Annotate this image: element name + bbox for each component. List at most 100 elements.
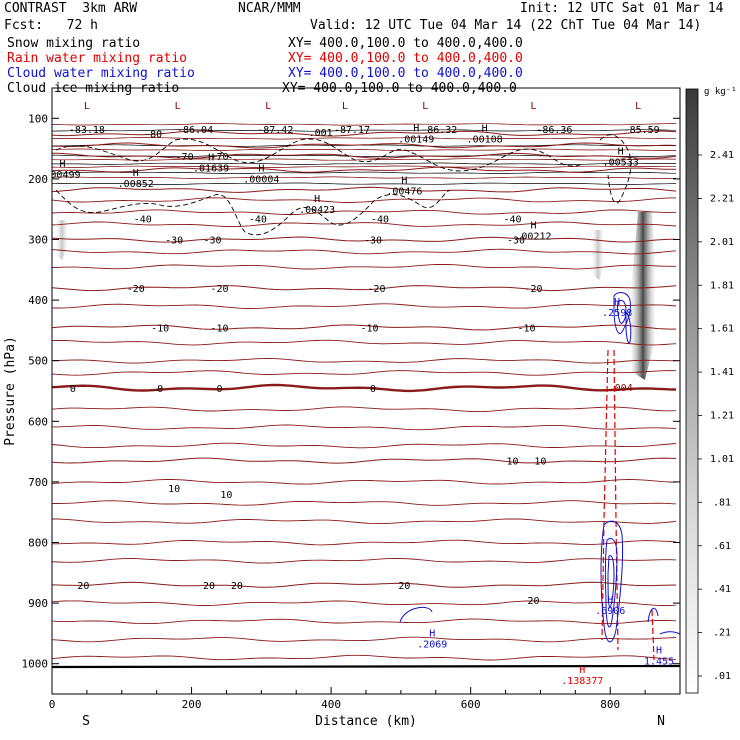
contour-label: 20	[527, 596, 539, 607]
contour-label: -87.17	[334, 125, 370, 136]
extremum-symbol: H	[401, 176, 407, 187]
stratosphere-line	[52, 162, 677, 165]
temperature-contour-line	[52, 209, 677, 215]
extremum-symbol: H	[530, 221, 536, 232]
extremum-value: .138377	[561, 676, 603, 687]
colorbar-label: 1.41	[710, 367, 734, 378]
extremum-marker: H.2598	[602, 297, 632, 319]
stratosphere-line	[52, 176, 677, 179]
rain-dashed-right	[613, 349, 619, 651]
contour-label: -86.32	[421, 125, 457, 136]
extremum-value: .00004	[243, 175, 279, 186]
x-axis: 0 200 400 600 800	[49, 687, 681, 711]
extremum-marker: H.00852	[118, 168, 154, 190]
cloud-water-contours	[399, 292, 680, 643]
extremum-marker: H1.455	[644, 645, 674, 667]
extremum-marker: L	[265, 101, 271, 112]
cloud-contour-upper-2	[617, 299, 627, 324]
colorbar	[685, 88, 699, 694]
temperature-contour--70	[52, 142, 677, 149]
y-tick-label: 900	[28, 597, 48, 610]
contour-label: -10	[151, 323, 169, 334]
extremum-symbol: H	[482, 124, 488, 135]
extremum-value: .00476	[386, 187, 422, 198]
south-label: S	[82, 714, 90, 729]
valid-text: Valid: 12 UTC Tue 04 Mar 14 (22 ChT Tue …	[310, 18, 702, 33]
temperature-contour-line	[52, 303, 677, 309]
temperature-contour-20	[52, 581, 677, 588]
extremum-value: .00499	[44, 170, 80, 181]
colorbar-label: .01	[713, 671, 731, 682]
contour-label: -80	[144, 129, 162, 140]
x-tick-label: 200	[182, 698, 202, 711]
contour-label: -40	[249, 214, 267, 225]
contour-label: -86.36	[536, 125, 572, 136]
temperature-contour-10	[52, 457, 677, 464]
temperature-contour--20	[52, 285, 677, 292]
extremum-marker: H.00108	[467, 124, 503, 146]
contour-label: -40	[371, 214, 389, 225]
rain-dashed-far-right	[651, 609, 655, 661]
stratosphere-line	[52, 165, 676, 168]
contour-label: -30	[165, 236, 183, 247]
colorbar-label: 2.01	[710, 237, 734, 248]
temperature-contour-line	[52, 221, 677, 228]
contour-label: -20	[210, 284, 228, 295]
extremum-marker: L	[635, 101, 641, 112]
extremum-symbol: H	[656, 645, 662, 656]
contour-label: 10	[507, 457, 519, 468]
legend-label-snow: Snow mixing ratio	[7, 36, 141, 51]
cloud-contour-right	[647, 607, 659, 623]
extremum-symbol: L	[175, 101, 181, 112]
extremum-marker: H.138377	[561, 665, 603, 687]
colorbar-label: .41	[713, 584, 731, 595]
extremum-symbol: L	[530, 101, 536, 112]
extremum-value: .00533	[603, 158, 639, 169]
y-tick-label: 800	[28, 537, 48, 550]
stratosphere-line	[52, 182, 677, 185]
y-tick-label: 300	[28, 234, 48, 247]
colorbar-label: 1.01	[710, 454, 734, 465]
extremum-value: .00149	[398, 135, 434, 146]
cloud-contour-lower-3	[607, 555, 615, 609]
contour-label: -30	[203, 236, 221, 247]
contour-label: -40	[504, 214, 522, 225]
extremum-symbol: H	[59, 159, 65, 170]
y-tick-label: 700	[28, 476, 48, 489]
temperature-contour-line	[52, 557, 677, 564]
contour-label: -20	[524, 284, 542, 295]
temperature-contour--60	[52, 152, 677, 159]
extremum-symbol: H	[133, 168, 139, 179]
extremum-symbol: H	[607, 595, 613, 606]
temperature-contour--80	[52, 130, 677, 137]
extremum-symbol: H	[429, 628, 435, 639]
contour-label: -10	[360, 323, 378, 334]
colorbar-label: .81	[713, 497, 731, 508]
extremum-marker: H.00149	[398, 124, 434, 146]
colorbar-label: .61	[713, 541, 731, 552]
north-label: N	[657, 714, 665, 729]
extremum-marker: L	[84, 101, 90, 112]
rain-dashed-left	[601, 349, 609, 641]
legend-xy-snow: XY= 400.0,100.0 to 400.0,400.0	[288, 36, 523, 51]
colorbar-label: .21	[713, 628, 731, 639]
colorbar-label: 2.21	[710, 193, 734, 204]
legend-label-rain: Rain water mixing ratio	[7, 51, 188, 66]
temperature-contour--10	[52, 324, 676, 331]
extremum-symbol: H	[413, 124, 419, 135]
extremum-value: .2598	[602, 308, 632, 319]
contour-label: -30	[507, 236, 525, 247]
extremum-value: .01639	[193, 164, 229, 175]
extremum-value: .00212	[515, 232, 551, 243]
temperature-contour--30	[52, 236, 677, 243]
init-text: Init: 12 UTC Sat 01 Mar 14	[520, 1, 724, 16]
extremum-symbol: H	[618, 147, 624, 158]
snow-plume-side	[592, 230, 604, 280]
extremum-marker: L	[342, 101, 348, 112]
extremum-value: .00108	[467, 135, 503, 146]
x-tick-label: 800	[600, 698, 620, 711]
extremum-symbol: L	[342, 101, 348, 112]
extremum-symbol: L	[84, 101, 90, 112]
temperature-contour-line	[52, 618, 677, 625]
